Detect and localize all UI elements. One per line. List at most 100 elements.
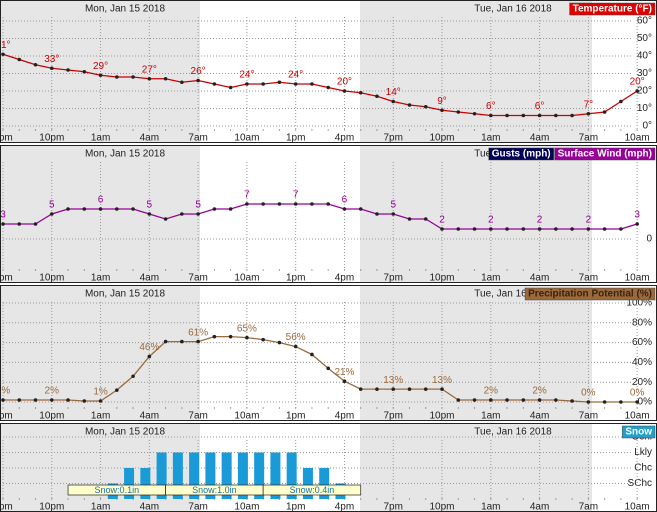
- hour-tick: [571, 129, 573, 131]
- hour-tick: [538, 498, 541, 500]
- hour-tick: [425, 129, 427, 131]
- hour-tick: [441, 129, 443, 131]
- data-point: [196, 339, 200, 344]
- data-label: 3: [634, 210, 640, 221]
- data-point: [115, 207, 119, 211]
- hour-tick: [165, 129, 167, 131]
- x-tick-label: 4pm: [335, 273, 354, 284]
- data-label: 7: [244, 190, 250, 201]
- data-point: [407, 217, 412, 221]
- data-point: [131, 207, 135, 211]
- data-label: 2: [439, 215, 445, 226]
- series-line: [2, 53, 638, 117]
- data-label: 6°: [535, 101, 545, 112]
- y-tick-label: 30°: [637, 68, 652, 79]
- hour-tick: [34, 407, 37, 409]
- data-point: [423, 387, 428, 391]
- hour-tick: [457, 129, 459, 131]
- data-point: [228, 334, 233, 339]
- bar: [286, 452, 297, 499]
- snow-total-label: Snow:0.1in: [95, 485, 140, 495]
- y-tick-label: 100%: [626, 298, 652, 309]
- hour-tick: [295, 129, 297, 131]
- data-label: 2%: [45, 386, 60, 397]
- x-tick-label: 7am: [188, 411, 207, 422]
- hour-tick: [34, 269, 37, 271]
- hour-tick: [2, 498, 4, 500]
- x-tick-label: 10pm: [39, 133, 64, 144]
- x-tick-label: 7pm: [0, 273, 13, 284]
- night-shade: [360, 285, 592, 421]
- x-tick-label: 7pm: [0, 411, 13, 422]
- y-tick-label: 20°: [637, 86, 652, 97]
- data-point: [33, 222, 38, 226]
- hour-tick: [360, 269, 362, 271]
- x-tick-label: 4am: [530, 273, 549, 284]
- hour-tick: [327, 407, 329, 409]
- x-tick-label: 1am: [91, 133, 110, 144]
- data-label: 24°: [288, 70, 303, 81]
- data-label: 2%: [0, 386, 10, 397]
- x-tick-label: 7am: [579, 411, 598, 422]
- date-label: Mon, Jan 15 2018: [85, 4, 165, 15]
- data-point: [66, 68, 70, 72]
- x-tick-label: 10am: [625, 411, 650, 422]
- data-point: [456, 227, 461, 231]
- hour-tick: [457, 269, 459, 271]
- x-tick-label: 10pm: [39, 502, 64, 512]
- data-label: 5: [195, 200, 201, 211]
- hour-tick: [490, 269, 492, 271]
- data-point: [635, 89, 639, 93]
- bar: [189, 452, 200, 499]
- x-tick-label: 1am: [91, 273, 110, 284]
- data-point: [212, 334, 217, 339]
- night-shade: [0, 0, 200, 143]
- hour-tick: [311, 129, 313, 131]
- legend-box: [569, 2, 656, 16]
- x-tick-label: 10am: [625, 502, 650, 512]
- y-tick-label: 60%: [632, 337, 652, 348]
- data-point: [33, 398, 38, 402]
- data-point: [423, 104, 428, 109]
- hour-tick: [620, 407, 622, 409]
- hour-tick: [262, 269, 264, 271]
- data-point: [228, 207, 233, 211]
- hour-tick: [197, 269, 199, 271]
- data-label: 13%: [432, 375, 452, 386]
- y-tick-label: 20%: [632, 377, 652, 388]
- snow-total-label: Snow:0.4in: [290, 485, 335, 495]
- bar: [205, 452, 216, 499]
- data-point: [586, 400, 591, 404]
- data-point: [1, 222, 5, 226]
- data-point: [66, 207, 70, 211]
- data-point: [293, 344, 298, 349]
- data-label: 6°: [486, 101, 496, 112]
- legend-box: [488, 147, 554, 161]
- x-tick-label: 4am: [140, 502, 159, 512]
- date-label: Mon, Jan 15 2018: [85, 149, 165, 160]
- hour-tick: [262, 407, 264, 409]
- data-point: [1, 398, 5, 402]
- data-point: [505, 227, 509, 231]
- hour-tick: [522, 407, 524, 409]
- x-tick-label: 7am: [188, 273, 207, 284]
- hour-tick: [457, 407, 459, 409]
- hour-tick: [376, 407, 378, 409]
- x-tick-label: 7pm: [384, 411, 403, 422]
- hour-tick: [392, 129, 394, 131]
- data-label: 9°: [437, 96, 447, 107]
- night-shade: [360, 423, 592, 512]
- data-point: [440, 227, 444, 231]
- y-tick-label: 10°: [637, 103, 652, 114]
- x-tick-label: 10pm: [430, 502, 455, 512]
- bar: [254, 452, 265, 499]
- data-point: [570, 113, 574, 118]
- hour-tick: [132, 407, 134, 409]
- bar: [221, 452, 232, 499]
- data-point: [456, 110, 461, 114]
- hour-tick: [213, 407, 215, 409]
- hour-tick: [99, 269, 102, 271]
- hour-tick: [311, 269, 313, 271]
- data-label: 13%: [383, 375, 403, 386]
- data-point: [98, 207, 103, 211]
